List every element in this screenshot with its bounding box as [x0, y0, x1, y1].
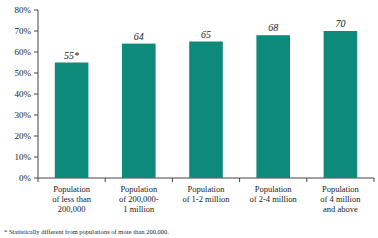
- x-tick: [239, 178, 240, 182]
- y-tick: [34, 73, 38, 74]
- y-tick: [34, 136, 38, 137]
- category-line: Population: [120, 184, 158, 194]
- chart: 0% 10% 20% 30% 40% 50% 60% 70% 80% 55* 64 65 68 70 Pop…: [0, 0, 378, 238]
- category-line: of 200,000-: [119, 194, 159, 204]
- y-tick: [34, 52, 38, 53]
- bar: [122, 44, 156, 178]
- data-label: 55*: [64, 50, 79, 61]
- category-line: Population: [322, 184, 360, 194]
- y-tick: [34, 31, 38, 32]
- bar: [256, 35, 290, 178]
- category-label: Populationof less than200,000: [52, 184, 91, 214]
- category-line: Population: [188, 184, 226, 194]
- y-tick: [34, 94, 38, 95]
- y-tick-label: 30%: [15, 110, 32, 120]
- x-tick: [105, 178, 106, 182]
- y-tick: [34, 178, 38, 179]
- y-tick: [34, 157, 38, 158]
- footnote: * Statistically different from populatio…: [4, 228, 169, 235]
- bar: [324, 31, 358, 178]
- category-line: of 1-2 million: [182, 194, 230, 204]
- y-tick-label: 50%: [15, 68, 32, 78]
- x-tick: [172, 178, 173, 182]
- category-label: Populationof 4 millionand above: [320, 184, 361, 214]
- category-line: and above: [323, 204, 358, 214]
- y-tick-label: 80%: [15, 5, 32, 15]
- y-tick-label: 60%: [15, 47, 32, 57]
- category-line: Population: [53, 184, 91, 194]
- bars: [55, 31, 357, 178]
- category-line: 1 million: [123, 204, 155, 214]
- data-label: 64: [134, 31, 144, 42]
- x-tick: [38, 178, 39, 182]
- category-label: Populationof 2-4 million: [250, 184, 298, 204]
- category-line: of less than: [52, 194, 91, 204]
- bar: [189, 42, 223, 179]
- x-tick: [374, 178, 375, 182]
- category-line: 200,000: [58, 204, 86, 214]
- category-line: of 2-4 million: [250, 194, 298, 204]
- y-tick: [34, 10, 38, 11]
- category-line: Population: [255, 184, 293, 194]
- y-tick-label: 40%: [15, 89, 32, 99]
- data-label: 70: [335, 18, 345, 29]
- y-tick-label: 0%: [19, 173, 32, 183]
- data-label: 65: [201, 29, 211, 40]
- y-tick: [34, 115, 38, 116]
- y-tick-label: 70%: [15, 26, 32, 36]
- x-tick: [306, 178, 307, 182]
- y-tick-label: 20%: [15, 131, 32, 141]
- category-line: of 4 million: [320, 194, 361, 204]
- y-tick-label: 10%: [15, 152, 32, 162]
- category-label: Populationof 200,000-1 million: [119, 184, 159, 214]
- category-label: Populationof 1-2 million: [182, 184, 230, 204]
- data-label: 68: [268, 22, 278, 33]
- bar: [55, 63, 89, 179]
